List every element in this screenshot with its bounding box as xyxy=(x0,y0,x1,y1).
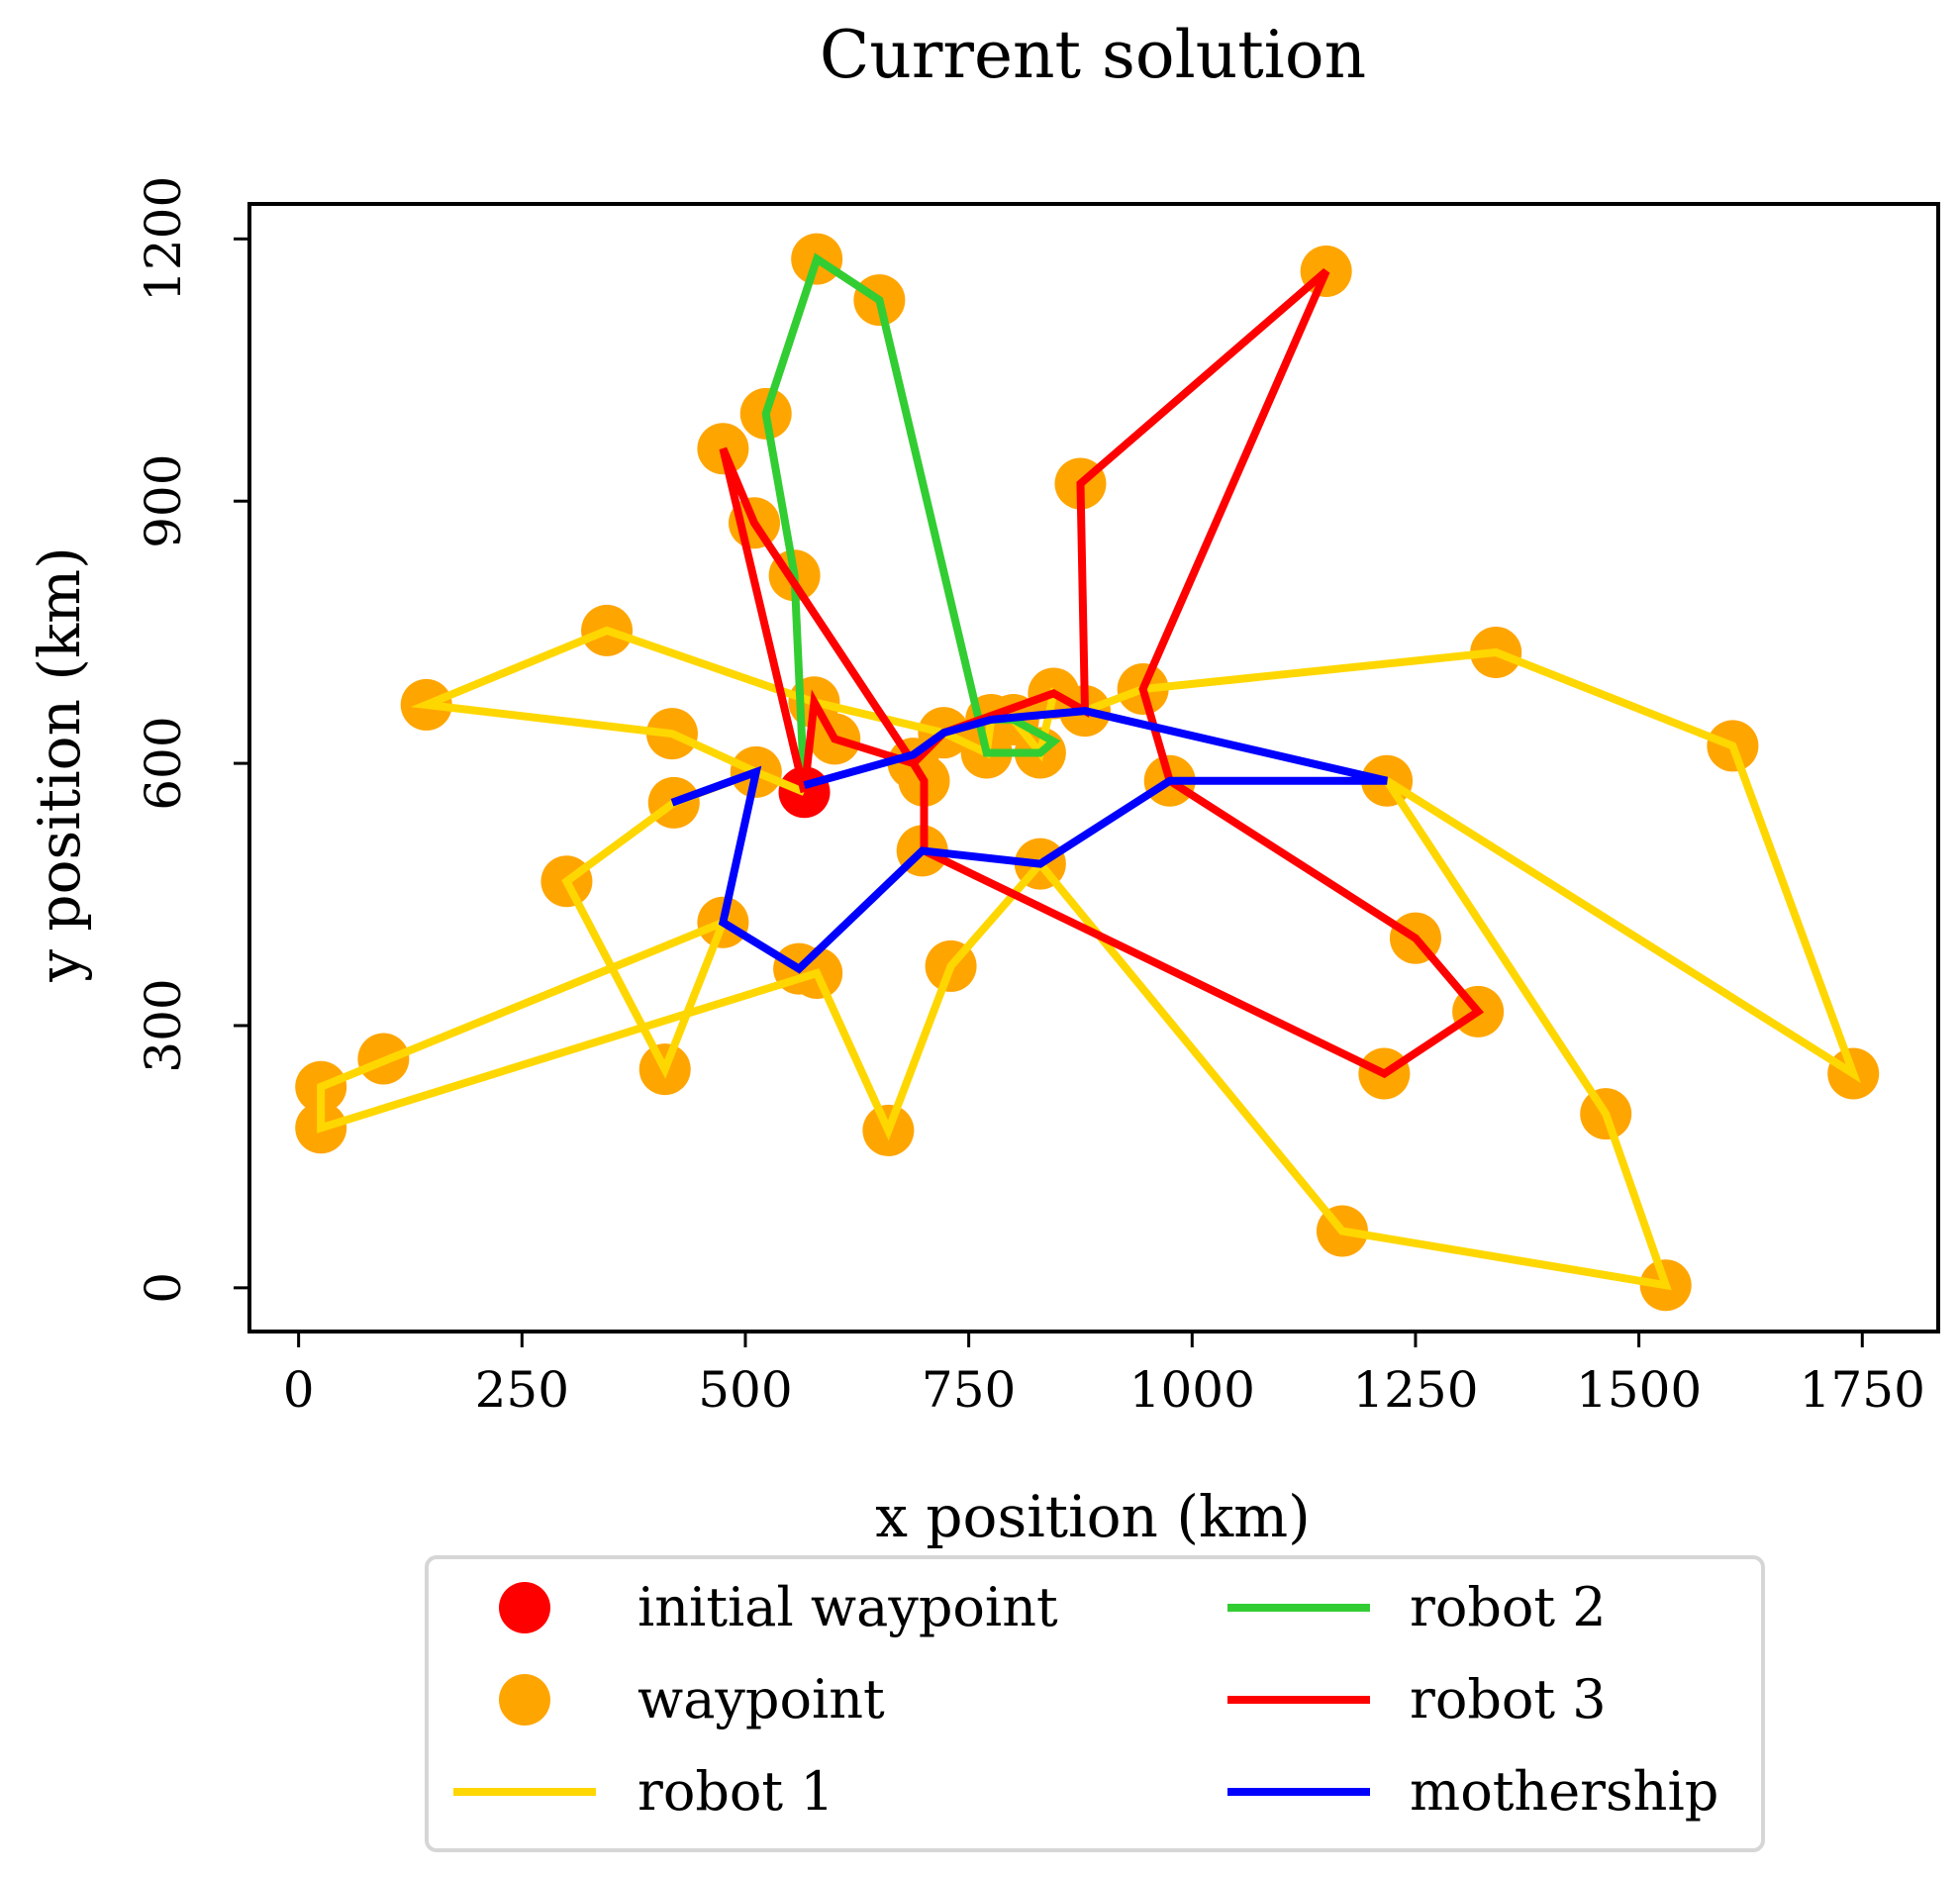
x-tick-label: 1500 xyxy=(1576,1361,1702,1419)
robot-2-route xyxy=(761,252,1061,793)
legend: initial waypoint waypoint robot 1 robot 2 ro… xyxy=(425,1555,1765,1852)
x-tick-label: 1000 xyxy=(1129,1361,1255,1419)
x-tick-label: 1250 xyxy=(1352,1361,1478,1419)
robot-1-route xyxy=(317,626,1862,1291)
y-axis: 0 300 600 900 1200 xyxy=(135,176,249,1304)
x-axis-label: x position (km) xyxy=(875,1483,1310,1550)
x-tick-label: 1750 xyxy=(1800,1361,1925,1419)
mothership-route xyxy=(670,707,1389,974)
x-tick-label: 0 xyxy=(283,1361,315,1419)
legend-label: robot 2 xyxy=(1410,1576,1607,1638)
plot-area xyxy=(295,233,1880,1312)
x-tick-label: 750 xyxy=(922,1361,1016,1419)
y-tick-label: 300 xyxy=(135,978,192,1072)
legend-marker xyxy=(499,1582,550,1633)
legend-label: initial waypoint xyxy=(637,1576,1058,1638)
legend-label: robot 3 xyxy=(1410,1668,1607,1730)
robot-3-route xyxy=(719,267,1485,1079)
legend-label: robot 1 xyxy=(637,1760,834,1823)
x-axis: 0 250 500 750 1000 1250 1500 1750 xyxy=(283,1332,1925,1419)
y-tick-label: 600 xyxy=(135,716,192,810)
chart-title: Current solution xyxy=(820,17,1366,93)
x-tick-label: 500 xyxy=(698,1361,792,1419)
legend-label: mothership xyxy=(1410,1760,1718,1823)
y-axis-label: y position (km) xyxy=(26,546,93,983)
legend-label: waypoint xyxy=(637,1668,885,1730)
plot-frame xyxy=(247,202,1940,1334)
y-tick-label: 1200 xyxy=(135,176,192,302)
y-tick-label: 0 xyxy=(135,1272,192,1304)
x-tick-label: 250 xyxy=(475,1361,569,1419)
y-tick-label: 900 xyxy=(135,453,192,547)
legend-marker xyxy=(499,1674,550,1726)
legend-box xyxy=(425,1555,1765,1852)
